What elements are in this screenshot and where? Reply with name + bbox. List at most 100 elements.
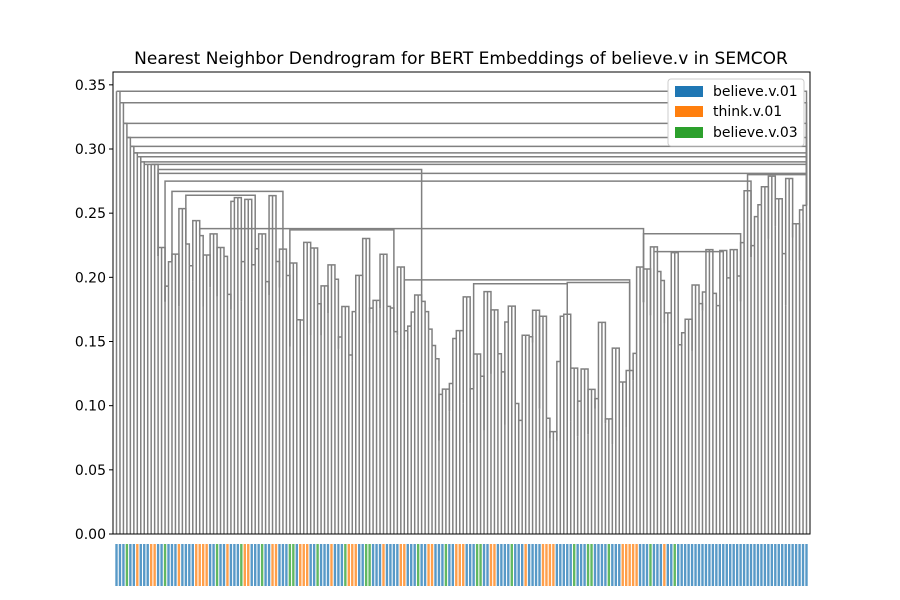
leaf-label [160, 544, 163, 586]
leaf-label [413, 544, 416, 586]
leaf-label [507, 544, 510, 586]
merge-link [216, 246, 221, 297]
leaf-label [545, 544, 548, 586]
merge-link [733, 248, 738, 277]
leaf-label [687, 544, 690, 586]
merge-link [753, 215, 758, 246]
merge-link [712, 292, 718, 306]
merge-link [597, 321, 602, 399]
merge-link [455, 329, 460, 339]
leaf-label [569, 544, 572, 586]
merge-link [604, 418, 609, 424]
leaf-label [486, 544, 489, 586]
leaf-labels [115, 544, 808, 586]
merge-link [691, 284, 696, 351]
merge-link [337, 336, 342, 349]
leaf-label [222, 544, 226, 586]
leaf-label [517, 544, 520, 586]
merge-link [483, 290, 488, 431]
leaf-label [392, 544, 396, 586]
leaf-label [531, 544, 534, 586]
leaf-label [559, 544, 562, 586]
merge-link [293, 262, 298, 320]
leaf-label [673, 544, 676, 586]
merge-link [576, 400, 582, 437]
leaf-label [670, 544, 673, 586]
leaf-label [250, 544, 253, 586]
leaf-label [680, 544, 683, 586]
merge-link [366, 237, 371, 324]
merge-link [396, 266, 401, 336]
leaf-label [624, 544, 628, 586]
leaf-label [371, 544, 375, 586]
merge-link [563, 313, 568, 317]
merge-link [223, 255, 229, 295]
y-tick-label: 0.30 [75, 142, 106, 158]
leaf-label [181, 544, 184, 586]
merge-link [649, 246, 654, 316]
leaf-label [451, 544, 455, 586]
merge-link [372, 299, 377, 309]
leaf-label [132, 544, 136, 586]
merge-link [556, 360, 561, 441]
leaf-label [520, 544, 524, 586]
leaf-label [309, 544, 312, 586]
merge-link [743, 190, 748, 243]
leaf-label [749, 544, 753, 586]
merge-link [248, 198, 253, 293]
leaf-label [701, 544, 704, 586]
leaf-label [264, 544, 267, 586]
merge-link [507, 305, 512, 323]
leaf-label [552, 544, 555, 586]
merge-link [767, 175, 772, 239]
merge-link [549, 430, 554, 439]
leaf-label [489, 544, 493, 586]
leaf-label [208, 544, 212, 586]
leaf-label [219, 544, 222, 586]
merge-link [525, 334, 530, 337]
merge-link [432, 344, 437, 359]
leaf-label [642, 544, 645, 586]
merge-link [320, 285, 325, 336]
leaf-label [430, 544, 434, 586]
leaf-label [420, 544, 423, 586]
leaf-label [600, 544, 604, 586]
leaf-label [711, 544, 715, 586]
merge-link [452, 337, 457, 384]
merge-link [625, 369, 630, 428]
leaf-label [763, 544, 767, 586]
leaf-label [229, 544, 233, 586]
merge-link [611, 347, 616, 445]
cluster-merge-link [642, 232, 742, 303]
leaf-label [299, 544, 302, 586]
merge-link [441, 388, 446, 395]
cluster-merge-link [289, 229, 395, 347]
leaf-label [458, 544, 461, 586]
leaf-label [801, 544, 805, 586]
leaf-label [292, 544, 295, 586]
cluster-merge-link [185, 194, 256, 265]
leaf-label [572, 544, 576, 586]
leaf-label [493, 544, 496, 586]
leaf-label [378, 544, 382, 586]
merge-link [601, 321, 607, 424]
merge-link [462, 296, 467, 404]
leaf-label [423, 544, 427, 586]
merge-link [368, 307, 374, 324]
merge-link [580, 368, 585, 402]
y-tick-label: 0.05 [75, 463, 106, 479]
legend-label-think-v-01: think.v.01 [713, 104, 782, 120]
leaf-label [153, 544, 156, 586]
merge-link [632, 352, 637, 381]
leaf-label [396, 544, 399, 586]
y-tick-label: 0.10 [75, 399, 106, 415]
leaf-label [306, 544, 309, 586]
leaf-label [541, 544, 545, 586]
leaf-label [777, 544, 780, 586]
leaf-label [215, 544, 219, 586]
leaf-label [618, 544, 621, 586]
merge-link [670, 251, 675, 346]
leaf-label [139, 544, 142, 586]
leaf-label [278, 544, 281, 586]
